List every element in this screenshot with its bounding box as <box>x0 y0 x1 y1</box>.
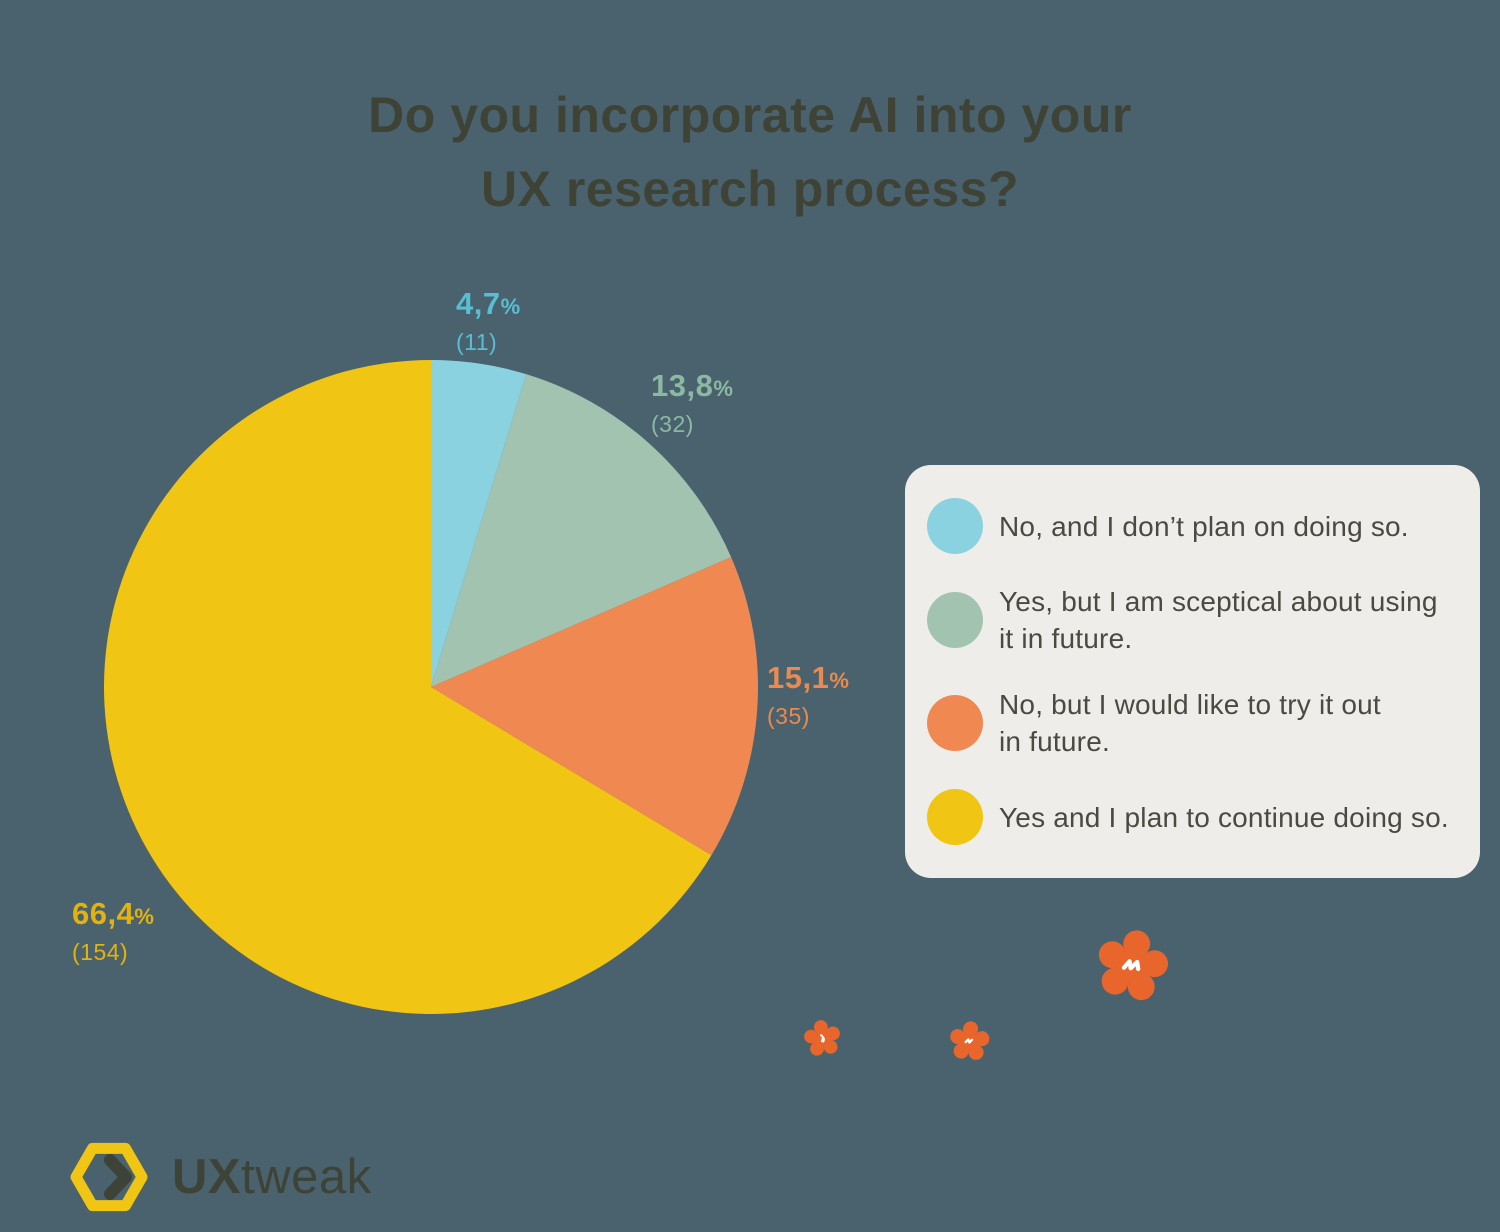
flower-icon <box>804 1020 840 1056</box>
pie-label-count: (32) <box>651 411 694 437</box>
logo-text-tweak: tweak <box>241 1150 372 1204</box>
flower-icon <box>950 1021 990 1060</box>
chart-title: Do you incorporate AI into your UX resea… <box>0 78 1500 226</box>
legend-item-no-dont-plan: No, and I don’t plan on doing so. <box>927 498 1458 554</box>
pie-chart <box>104 360 758 1014</box>
legend-label: No, and I don’t plan on doing so. <box>999 510 1409 542</box>
legend-label: Yes, but I am sceptical about using it i… <box>999 586 1438 654</box>
pie-label-yes-continue: 66,4% (154) <box>72 897 154 967</box>
pie-label-yes-sceptical: 13,8% (32) <box>651 369 733 439</box>
legend-item-yes-sceptical: Yes, but I am sceptical about using it i… <box>927 583 1458 657</box>
chart-title-line1: Do you incorporate AI into your <box>368 87 1132 143</box>
pie-label-percent: 15,1% <box>767 660 850 695</box>
logo-text-ux: UX <box>172 1150 242 1204</box>
chart-title-line2: UX research process? <box>480 161 1020 217</box>
pie-slice-yes-continue <box>104 360 712 1014</box>
pie-label-percent: 4,7% <box>456 286 521 321</box>
legend-swatch-blue <box>927 498 983 554</box>
legend-swatch-green <box>927 592 983 648</box>
legend-card: No, and I don’t plan on doing so. Yes, b… <box>905 465 1480 878</box>
chevron-right-icon <box>104 1154 132 1200</box>
pie-label-no-dont-plan: 4,7% (11) <box>456 287 521 357</box>
uxtweak-logo-hexagon-icon <box>70 1142 148 1212</box>
legend-label: Yes and I plan to continue doing so. <box>999 801 1449 833</box>
pie-label-percent: 13,8% <box>651 368 734 403</box>
legend-swatch-yellow <box>927 789 983 845</box>
flower-icon <box>1098 930 1169 1001</box>
pie-slice-no-would-try <box>431 557 758 856</box>
legend-item-yes-continue: Yes and I plan to continue doing so. <box>927 789 1458 845</box>
legend-swatch-orange <box>927 695 983 751</box>
uxtweak-logo-text: UXtweak <box>172 1149 372 1205</box>
pie-label-percent: 66,4% <box>72 896 155 931</box>
pie-slice-no-dont-plan <box>431 360 527 687</box>
pie-label-no-would-try: 15,1% (35) <box>767 661 849 731</box>
hexagon-outline <box>70 1142 148 1212</box>
legend-item-no-would-try: No, but I would like to try it out in fu… <box>927 686 1458 760</box>
uxtweak-logo: UXtweak <box>63 1133 372 1221</box>
pie-slice-yes-sceptical <box>431 374 732 687</box>
pie-label-count: (11) <box>456 329 498 355</box>
pie-label-count: (35) <box>767 703 810 729</box>
legend-label: No, but I would like to try it out in fu… <box>999 689 1381 757</box>
pie-label-count: (154) <box>72 939 129 965</box>
